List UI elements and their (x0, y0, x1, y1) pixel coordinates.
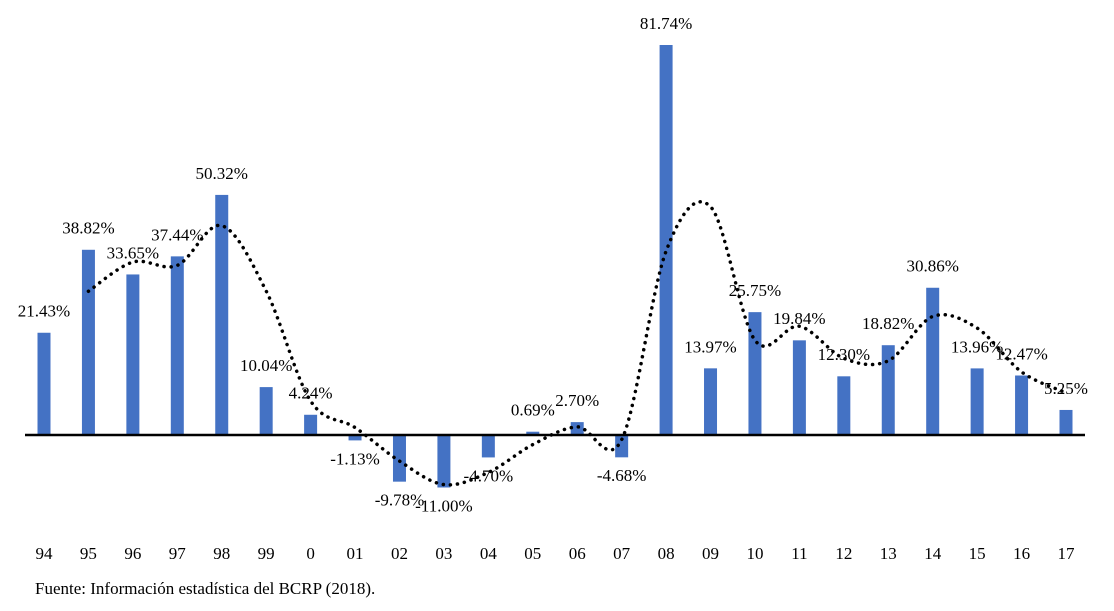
x-tick-label: 11 (791, 544, 807, 563)
x-tick-label: 14 (924, 544, 942, 563)
data-label: 2.70% (555, 391, 599, 410)
bar (881, 345, 895, 435)
x-tick-label: 05 (524, 544, 541, 563)
data-label: 13.97% (684, 337, 736, 356)
x-tick-label: 95 (80, 544, 97, 563)
bar (570, 422, 584, 435)
bar (392, 435, 406, 482)
x-tick-label: 09 (702, 544, 719, 563)
bar (215, 194, 229, 435)
data-label: 50.32% (196, 164, 248, 183)
bar (37, 332, 51, 435)
bar (170, 256, 184, 435)
x-tick-label: 08 (658, 544, 675, 563)
data-label: 4.24% (289, 384, 333, 403)
data-label: 33.65% (107, 243, 159, 262)
x-tick-label: 98 (213, 544, 230, 563)
data-label: -11.00% (415, 496, 472, 515)
x-tick-label: 04 (480, 544, 498, 563)
x-tick-label: 16 (1013, 544, 1030, 563)
data-label: 12.30% (818, 345, 870, 364)
data-label: 19.84% (773, 309, 825, 328)
bar (81, 249, 95, 435)
bar (970, 368, 984, 435)
bar (837, 376, 851, 435)
data-label: 0.69% (511, 401, 555, 420)
bar (437, 435, 451, 488)
x-tick-label: 06 (569, 544, 586, 563)
data-label: 37.44% (151, 225, 203, 244)
data-label: 21.43% (18, 302, 70, 321)
x-tick-label: 13 (880, 544, 897, 563)
data-label: -1.13% (330, 449, 380, 468)
bar (792, 340, 806, 435)
data-label: 5.25% (1044, 379, 1088, 398)
x-tick-label: 03 (435, 544, 452, 563)
bar (615, 435, 629, 458)
x-tick-label: 01 (347, 544, 364, 563)
x-tick-label: 12 (835, 544, 852, 563)
data-label: -4.68% (597, 466, 647, 485)
data-label: 30.86% (906, 257, 958, 276)
data-label: -4.70% (464, 466, 514, 485)
bar (926, 287, 940, 435)
moving-average-line (86, 200, 1068, 487)
bar (526, 431, 540, 435)
x-tick-label: 94 (36, 544, 54, 563)
bar (1015, 375, 1029, 435)
data-label: 81.74% (640, 14, 692, 33)
x-tick-label: 97 (169, 544, 187, 563)
x-tick-label: 17 (1058, 544, 1076, 563)
bar (259, 387, 273, 435)
x-tick-label: 96 (124, 544, 141, 563)
bar (704, 368, 718, 435)
data-label: 10.04% (240, 356, 292, 375)
bar (348, 435, 362, 441)
bar (481, 435, 495, 458)
source-note: Fuente: Información estadística del BCRP… (35, 579, 375, 598)
x-tick-label: 15 (969, 544, 986, 563)
bar (304, 414, 318, 435)
x-tick-label: 99 (258, 544, 275, 563)
x-tick-label: 07 (613, 544, 631, 563)
x-tick-label: 0 (306, 544, 315, 563)
bar (1059, 409, 1073, 435)
bar (659, 45, 673, 435)
bar (126, 274, 140, 435)
data-label: 13.96% (951, 337, 1003, 356)
data-label: 25.75% (729, 281, 781, 300)
data-label: -9.78% (375, 491, 425, 510)
data-label: 38.82% (62, 219, 114, 238)
x-tick-label: 10 (746, 544, 763, 563)
data-label: 18.82% (862, 314, 914, 333)
x-tick-label: 02 (391, 544, 408, 563)
